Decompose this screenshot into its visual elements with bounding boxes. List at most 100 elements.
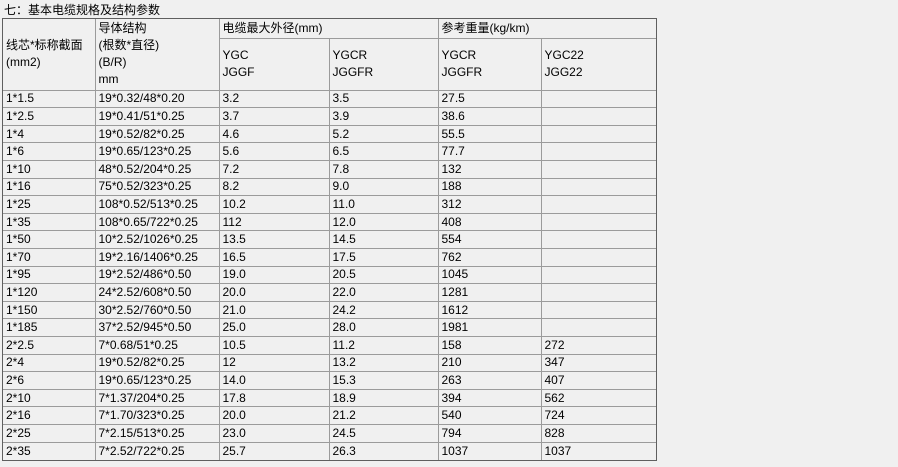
cell-weight-ygcr-jggfr: 312 xyxy=(437,195,542,214)
cell-od-ygcr-jggfr: 11.0 xyxy=(328,195,439,214)
table-row: 2*25 7*2.15/513*0.25 23.0 24.5 794 828 xyxy=(2,424,657,443)
cell-weight-ygcr-jggfr: 263 xyxy=(437,371,542,390)
cell-core-size: 2*2.5 xyxy=(2,336,96,355)
cell-od-ygcr-jggfr: 21.2 xyxy=(328,406,439,426)
table-row: 1*35 108*0.65/722*0.25 112 12.0 408 xyxy=(2,212,657,232)
spec-table-header: 线芯*标称截面 (mm2) 导体结构 (根数*直径) (B/R) mm 电缆最大… xyxy=(2,18,657,91)
cell-od-ygc-jggf: 10.5 xyxy=(218,336,330,355)
table-row: 2*4 19*0.52/82*0.25 12 13.2 210 347 xyxy=(2,353,657,373)
cell-od-ygc-jggf: 10.2 xyxy=(218,195,330,214)
cell-conductor-structure: 19*0.41/51*0.25 xyxy=(94,107,220,126)
cell-weight-ygc22-jgg22 xyxy=(540,124,657,144)
spec-table-body: 1*1.5 19*0.32/48*0.20 3.2 3.5 27.5 1*2.5 19*0.… xyxy=(2,89,657,461)
table-row: 1*150 30*2.52/760*0.50 21.0 24.2 1612 xyxy=(2,300,657,320)
cell-core-size: 1*50 xyxy=(2,230,96,249)
cell-od-ygc-jggf: 5.6 xyxy=(218,142,330,161)
table-row: 1*1.5 19*0.32/48*0.20 3.2 3.5 27.5 xyxy=(2,89,657,109)
cell-od-ygc-jggf: 21.0 xyxy=(218,300,330,320)
cell-od-ygcr-jggfr: 18.9 xyxy=(328,388,439,408)
cell-conductor-structure: 7*2.15/513*0.25 xyxy=(94,424,220,443)
cell-od-ygcr-jggfr: 17.5 xyxy=(328,247,439,267)
cell-conductor-structure: 24*2.52/608*0.50 xyxy=(94,283,220,302)
header-weight-ygcr-jggfr: YGCR JGGFR xyxy=(437,37,542,91)
cell-core-size: 1*10 xyxy=(2,159,96,179)
table-row: 1*50 10*2.52/1026*0.25 13.5 14.5 554 xyxy=(2,230,657,249)
cell-weight-ygcr-jggfr: 762 xyxy=(437,247,542,267)
cell-od-ygc-jggf: 12 xyxy=(218,353,330,373)
cell-conductor-structure: 7*1.70/323*0.25 xyxy=(94,406,220,426)
cell-core-size: 1*35 xyxy=(2,212,96,232)
table-row: 1*70 19*2.16/1406*0.25 16.5 17.5 762 xyxy=(2,247,657,267)
cell-od-ygc-jggf: 8.2 xyxy=(218,177,330,197)
cell-od-ygc-jggf: 23.0 xyxy=(218,424,330,443)
cell-core-size: 1*70 xyxy=(2,247,96,267)
cell-core-size: 2*25 xyxy=(2,424,96,443)
cell-core-size: 2*35 xyxy=(2,441,96,461)
cell-weight-ygc22-jgg22 xyxy=(540,159,657,179)
cell-weight-ygc22-jgg22: 724 xyxy=(540,406,657,426)
cell-od-ygc-jggf: 4.6 xyxy=(218,124,330,144)
cell-od-ygc-jggf: 13.5 xyxy=(218,230,330,249)
cell-conductor-structure: 75*0.52/323*0.25 xyxy=(94,177,220,197)
cell-weight-ygc22-jgg22 xyxy=(540,283,657,302)
cell-od-ygc-jggf: 14.0 xyxy=(218,371,330,390)
cell-weight-ygcr-jggfr: 27.5 xyxy=(437,89,542,109)
cell-core-size: 1*120 xyxy=(2,283,96,302)
cell-weight-ygcr-jggfr: 394 xyxy=(437,388,542,408)
cell-weight-ygcr-jggfr: 554 xyxy=(437,230,542,249)
cell-weight-ygc22-jgg22 xyxy=(540,107,657,126)
cell-od-ygcr-jggfr: 3.5 xyxy=(328,89,439,109)
cell-conductor-structure: 7*1.37/204*0.25 xyxy=(94,388,220,408)
cell-core-size: 2*10 xyxy=(2,388,96,408)
cell-od-ygcr-jggfr: 24.2 xyxy=(328,300,439,320)
cell-weight-ygc22-jgg22 xyxy=(540,265,657,285)
cell-weight-ygcr-jggfr: 38.6 xyxy=(437,107,542,126)
cell-weight-ygc22-jgg22 xyxy=(540,230,657,249)
cell-od-ygcr-jggfr: 3.9 xyxy=(328,107,439,126)
cell-od-ygcr-jggfr: 12.0 xyxy=(328,212,439,232)
cell-conductor-structure: 19*0.52/82*0.25 xyxy=(94,124,220,144)
cell-od-ygc-jggf: 7.2 xyxy=(218,159,330,179)
table-row: 1*95 19*2.52/486*0.50 19.0 20.5 1045 xyxy=(2,265,657,285)
cell-od-ygcr-jggfr: 7.8 xyxy=(328,159,439,179)
cell-weight-ygcr-jggfr: 132 xyxy=(437,159,542,179)
table-row: 2*10 7*1.37/204*0.25 17.8 18.9 394 562 xyxy=(2,388,657,408)
cell-conductor-structure: 108*0.65/722*0.25 xyxy=(94,212,220,232)
cell-weight-ygcr-jggfr: 1981 xyxy=(437,318,542,338)
cell-od-ygcr-jggfr: 9.0 xyxy=(328,177,439,197)
cell-conductor-structure: 19*2.52/486*0.50 xyxy=(94,265,220,285)
cell-conductor-structure: 19*0.52/82*0.25 xyxy=(94,353,220,373)
cell-od-ygc-jggf: 3.7 xyxy=(218,107,330,126)
header-od-ygc-jggf: YGC JGGF xyxy=(218,37,330,91)
cell-weight-ygcr-jggfr: 1281 xyxy=(437,283,542,302)
table-row: 1*120 24*2.52/608*0.50 20.0 22.0 1281 xyxy=(2,283,657,302)
cell-weight-ygcr-jggfr: 158 xyxy=(437,336,542,355)
cell-weight-ygc22-jgg22 xyxy=(540,195,657,214)
cell-od-ygcr-jggfr: 24.5 xyxy=(328,424,439,443)
cell-od-ygc-jggf: 25.0 xyxy=(218,318,330,338)
cell-conductor-structure: 7*2.52/722*0.25 xyxy=(94,441,220,461)
cell-weight-ygc22-jgg22 xyxy=(540,300,657,320)
cell-conductor-structure: 10*2.52/1026*0.25 xyxy=(94,230,220,249)
cell-core-size: 1*185 xyxy=(2,318,96,338)
cell-od-ygcr-jggfr: 22.0 xyxy=(328,283,439,302)
table-row: 2*6 19*0.65/123*0.25 14.0 15.3 263 407 xyxy=(2,371,657,390)
cell-od-ygcr-jggfr: 6.5 xyxy=(328,142,439,161)
table-title: 七：基本电缆规格及结构参数 xyxy=(4,3,161,17)
cell-weight-ygcr-jggfr: 1045 xyxy=(437,265,542,285)
cell-od-ygcr-jggfr: 26.3 xyxy=(328,441,439,461)
header-od-ygcr-jggfr: YGCR JGGFR xyxy=(328,37,439,91)
cell-weight-ygcr-jggfr: 188 xyxy=(437,177,542,197)
cell-core-size: 1*150 xyxy=(2,300,96,320)
cell-weight-ygc22-jgg22 xyxy=(540,212,657,232)
cell-core-size: 2*4 xyxy=(2,353,96,373)
cell-weight-ygc22-jgg22 xyxy=(540,318,657,338)
cell-conductor-structure: 7*0.68/51*0.25 xyxy=(94,336,220,355)
table-row: 1*10 48*0.52/204*0.25 7.2 7.8 132 xyxy=(2,159,657,179)
table-row: 1*185 37*2.52/945*0.50 25.0 28.0 1981 xyxy=(2,318,657,338)
header-group-row: 线芯*标称截面 (mm2) 导体结构 (根数*直径) (B/R) mm 电缆最大… xyxy=(2,18,657,91)
spec-table: 线芯*标称截面 (mm2) 导体结构 (根数*直径) (B/R) mm 电缆最大… xyxy=(2,18,657,461)
cell-od-ygc-jggf: 3.2 xyxy=(218,89,330,109)
cell-core-size: 2*16 xyxy=(2,406,96,426)
